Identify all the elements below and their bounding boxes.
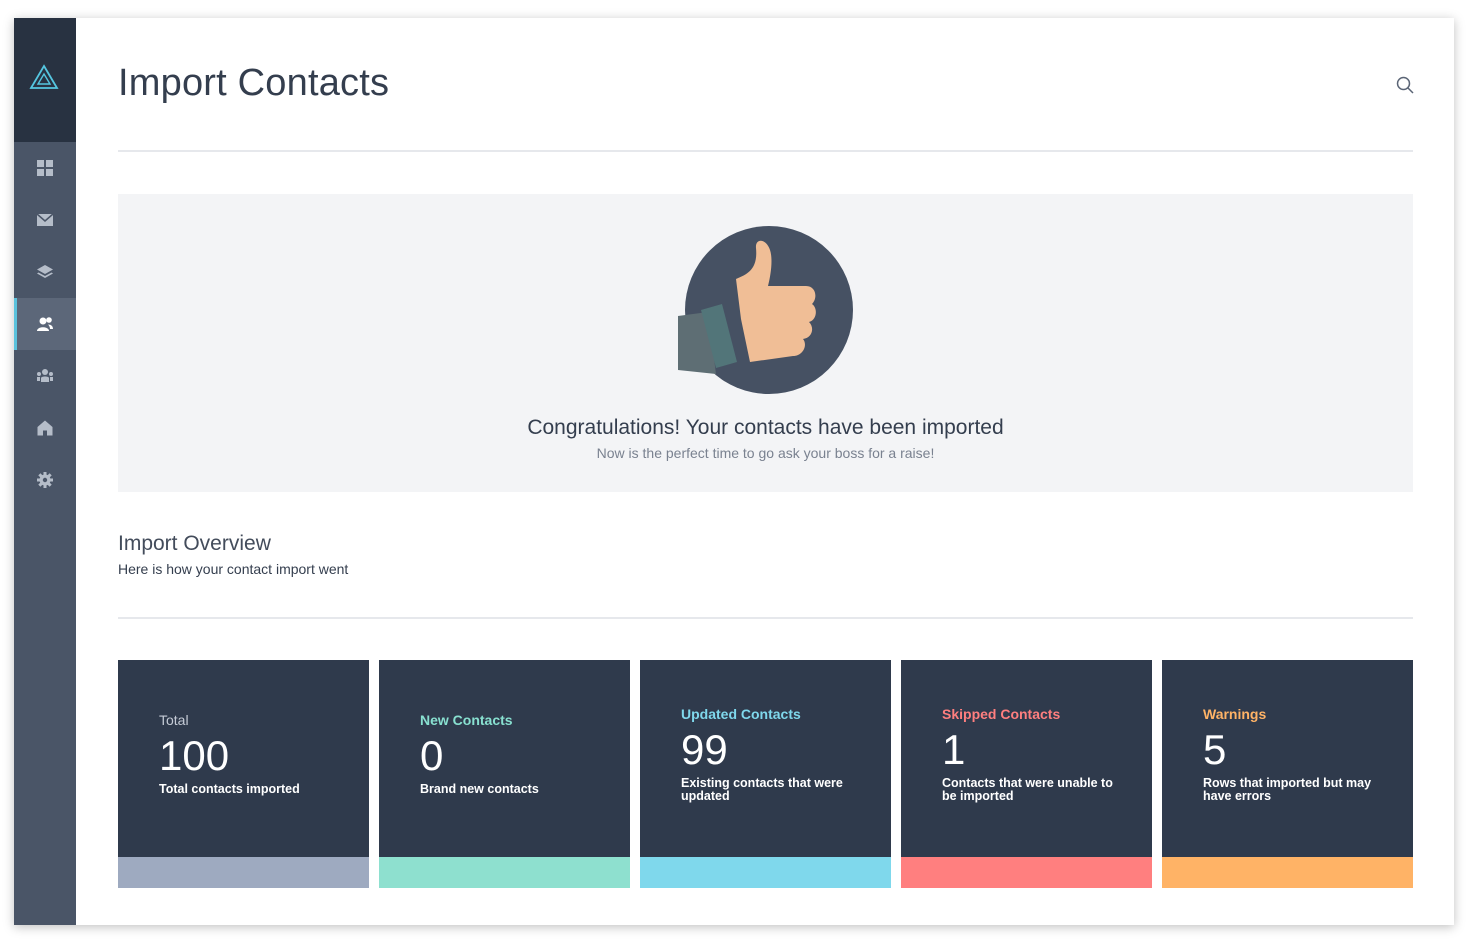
stat-description: Contacts that were unable to be imported xyxy=(942,776,1113,803)
page-title: Import Contacts xyxy=(118,62,390,104)
stat-card-total: Total 100 Total contacts imported xyxy=(118,660,369,888)
stat-label: New Contacts xyxy=(420,712,513,728)
search-icon[interactable] xyxy=(1395,75,1415,95)
app-window: Import Contacts Congratulations! Your co… xyxy=(14,18,1454,925)
sidebar-item-home[interactable] xyxy=(14,402,76,454)
stat-description: Brand new contacts xyxy=(420,782,539,796)
overview-subtitle: Here is how your contact import went xyxy=(118,561,349,577)
success-banner: Congratulations! Your contacts have been… xyxy=(118,194,1413,492)
stat-description: Rows that imported but may have errors xyxy=(1203,776,1372,803)
sidebar-item-contacts[interactable] xyxy=(14,298,76,350)
stat-value: 0 xyxy=(420,732,444,779)
stat-label: Skipped Contacts xyxy=(942,706,1061,722)
stat-color-bar xyxy=(901,857,1152,888)
stat-label: Warnings xyxy=(1203,706,1267,722)
dashboard-grid-icon xyxy=(37,160,53,176)
stat-color-bar xyxy=(640,857,891,888)
stat-label: Total xyxy=(159,712,189,728)
stat-color-bar xyxy=(1162,857,1413,888)
groups-icon xyxy=(37,369,53,382)
main-content: Import Contacts Congratulations! Your co… xyxy=(76,18,1454,925)
success-subtitle: Now is the perfect time to go ask your b… xyxy=(596,445,935,461)
mail-icon xyxy=(36,213,54,226)
stat-label: Updated Contacts xyxy=(681,706,801,722)
sidebar-item-dashboard[interactable] xyxy=(14,142,76,194)
sidebar-item-mail[interactable] xyxy=(14,194,76,246)
success-title: Congratulations! Your contacts have been… xyxy=(527,416,1004,439)
home-icon xyxy=(37,420,53,436)
logo-icon xyxy=(29,64,59,89)
stat-value: 100 xyxy=(159,732,230,779)
header-divider xyxy=(118,150,1413,152)
layers-icon xyxy=(37,265,53,278)
logo-area[interactable] xyxy=(14,18,76,142)
contacts-icon xyxy=(37,317,53,331)
stat-color-bar xyxy=(379,857,630,888)
sidebar-item-layers[interactable] xyxy=(14,246,76,298)
stat-color-bar xyxy=(118,857,369,888)
sidebar-item-settings[interactable] xyxy=(14,454,76,506)
stat-card-skipped: Skipped Contacts 1 Contacts that were un… xyxy=(901,660,1152,888)
stat-card-warnings: Warnings 5 Rows that imported but may ha… xyxy=(1162,660,1413,888)
sidebar xyxy=(14,18,76,925)
overview-title: Import Overview xyxy=(118,532,271,555)
sidebar-item-groups[interactable] xyxy=(14,350,76,402)
thumbs-up-icon xyxy=(678,226,853,394)
stat-value: 99 xyxy=(681,726,728,773)
stat-card-new: New Contacts 0 Brand new contacts xyxy=(379,660,630,888)
overview-divider xyxy=(118,617,1413,619)
stat-value: 5 xyxy=(1203,726,1227,773)
stat-description: Total contacts imported xyxy=(159,782,300,796)
stat-value: 1 xyxy=(942,726,966,773)
stat-card-updated: Updated Contacts 99 Existing contacts th… xyxy=(640,660,891,888)
stat-description: Existing contacts that were updated xyxy=(681,776,843,803)
gear-icon xyxy=(37,472,53,488)
